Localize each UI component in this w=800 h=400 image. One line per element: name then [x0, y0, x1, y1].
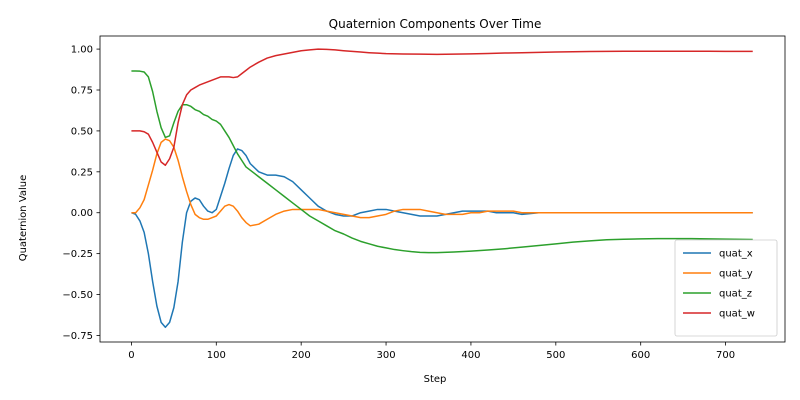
legend-label: quat_y — [719, 269, 753, 280]
y-axis-ticks: −0.75 −0.50 −0.25 0.00 0.25 0.50 0.75 1.00 — [62, 45, 100, 342]
legend-label: quat_x — [719, 249, 753, 260]
x-axis-ticks: 0 100 200 300 400 500 600 700 — [128, 342, 735, 361]
series-line-quat-w — [131, 48, 753, 167]
legend: quat_x quat_y quat_z quat_w — [674, 239, 778, 337]
plot-lines — [131, 48, 753, 329]
x-tick-label: 500 — [546, 350, 565, 361]
x-tick-label: 0 — [128, 350, 134, 361]
y-tick-label: −0.25 — [62, 249, 93, 260]
legend-label: quat_w — [719, 309, 755, 320]
x-axis-label: Step — [424, 374, 447, 385]
y-tick-label: 0.00 — [71, 208, 93, 219]
x-tick-label: 400 — [461, 350, 480, 361]
y-tick-label: −0.50 — [62, 290, 93, 301]
y-tick-label: 0.25 — [71, 167, 93, 178]
chart-title: Quaternion Components Over Time — [329, 17, 542, 31]
legend-box — [674, 239, 778, 337]
x-tick-label: 200 — [292, 350, 311, 361]
y-axis-label: Quaternion Value — [18, 175, 29, 262]
x-tick-label: 600 — [631, 350, 650, 361]
x-tick-label: 300 — [377, 350, 396, 361]
x-tick-label: 700 — [716, 350, 735, 361]
y-tick-label: 0.75 — [71, 86, 93, 97]
legend-label: quat_z — [719, 289, 752, 300]
y-tick-label: 1.00 — [71, 45, 93, 56]
series-line-quat-z — [131, 70, 753, 254]
x-tick-label: 100 — [207, 350, 226, 361]
plot-frame — [99, 35, 786, 343]
y-tick-label: −0.75 — [62, 331, 93, 342]
series-line-quat-y — [131, 138, 753, 227]
y-tick-label: 0.50 — [71, 126, 93, 137]
